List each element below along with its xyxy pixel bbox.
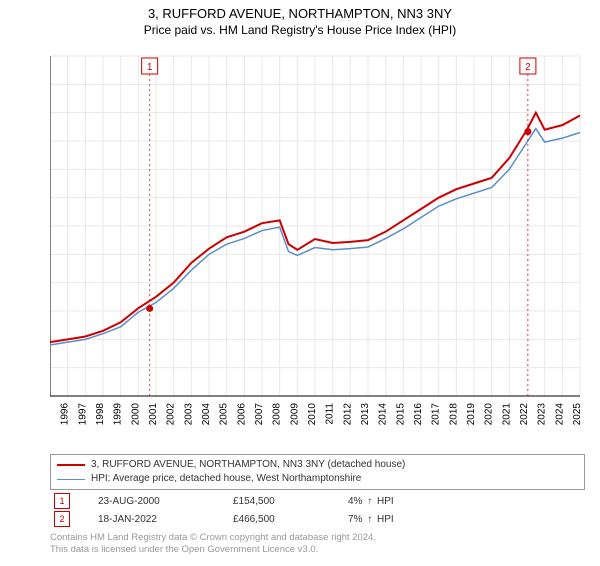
svg-text:2003: 2003 [183, 403, 194, 426]
svg-text:1999: 1999 [113, 403, 124, 426]
chart-container: 3, RUFFORD AVENUE, NORTHAMPTON, NN3 3NY … [0, 6, 600, 566]
svg-text:2002: 2002 [166, 403, 177, 426]
svg-text:2017: 2017 [431, 403, 442, 426]
svg-text:2010: 2010 [307, 403, 318, 426]
legend-label: 3, RUFFORD AVENUE, NORTHAMPTON, NN3 3NY … [91, 458, 405, 472]
chart-plot-area: £0£50K£100K£150K£200K£250K£300K£350K£400… [50, 51, 585, 426]
table-row: 2 18-JAN-2022 £466,500 7% ↑ HPI [50, 510, 585, 528]
chart-svg: £0£50K£100K£150K£200K£250K£300K£350K£400… [50, 51, 585, 426]
hpi-label: HPI [377, 496, 394, 507]
sale-hpi-delta: 4% ↑ HPI [348, 496, 585, 507]
sale-date: 23-AUG-2000 [98, 496, 233, 507]
legend-item: 3, RUFFORD AVENUE, NORTHAMPTON, NN3 3NY … [57, 458, 578, 472]
svg-text:2005: 2005 [219, 403, 230, 426]
svg-text:2014: 2014 [378, 403, 389, 426]
svg-text:2009: 2009 [289, 403, 300, 426]
svg-text:2008: 2008 [272, 403, 283, 426]
hpi-pct: 4% [348, 496, 362, 507]
arrow-up-icon: ↑ [367, 514, 372, 525]
svg-text:1995: 1995 [50, 403, 53, 426]
svg-text:1998: 1998 [95, 403, 106, 426]
svg-text:2: 2 [525, 62, 531, 73]
footer: Contains HM Land Registry data © Crown c… [50, 532, 585, 557]
svg-text:2023: 2023 [537, 403, 548, 426]
svg-text:2016: 2016 [413, 403, 424, 426]
legend-label: HPI: Average price, detached house, West… [91, 472, 361, 486]
footer-line: This data is licensed under the Open Gov… [50, 544, 585, 556]
sale-price: £466,500 [233, 514, 348, 525]
hpi-label: HPI [377, 514, 394, 525]
sales-table: 1 23-AUG-2000 £154,500 4% ↑ HPI 2 18-JAN… [50, 492, 585, 528]
svg-text:2020: 2020 [484, 403, 495, 426]
svg-text:2000: 2000 [130, 403, 141, 426]
svg-text:2025: 2025 [572, 403, 583, 426]
arrow-up-icon: ↑ [367, 496, 372, 507]
hpi-pct: 7% [348, 514, 362, 525]
sale-marker-box: 2 [54, 511, 70, 527]
svg-text:2012: 2012 [342, 403, 353, 426]
svg-text:2022: 2022 [519, 403, 530, 426]
legend-item: HPI: Average price, detached house, West… [57, 472, 578, 486]
svg-text:1997: 1997 [77, 403, 88, 426]
chart-title: 3, RUFFORD AVENUE, NORTHAMPTON, NN3 3NY [0, 6, 600, 21]
table-row: 1 23-AUG-2000 £154,500 4% ↑ HPI [50, 492, 585, 510]
svg-text:2004: 2004 [201, 403, 212, 426]
svg-text:2007: 2007 [254, 403, 265, 426]
svg-text:2013: 2013 [360, 403, 371, 426]
sale-price: £154,500 [233, 496, 348, 507]
svg-text:2019: 2019 [466, 403, 477, 426]
legend-swatch [57, 479, 85, 480]
sale-date: 18-JAN-2022 [98, 514, 233, 525]
svg-text:2024: 2024 [554, 403, 565, 426]
svg-text:1: 1 [147, 62, 153, 73]
svg-text:2011: 2011 [325, 403, 336, 425]
footer-line: Contains HM Land Registry data © Crown c… [50, 532, 585, 544]
chart-subtitle: Price paid vs. HM Land Registry's House … [0, 23, 600, 37]
svg-text:2018: 2018 [448, 403, 459, 426]
svg-text:2021: 2021 [501, 403, 512, 426]
svg-text:2015: 2015 [395, 403, 406, 426]
legend: 3, RUFFORD AVENUE, NORTHAMPTON, NN3 3NY … [50, 454, 585, 490]
sale-hpi-delta: 7% ↑ HPI [348, 514, 585, 525]
legend-swatch [57, 464, 85, 466]
svg-text:2001: 2001 [148, 403, 159, 426]
sale-marker-box: 1 [54, 493, 70, 509]
svg-text:1996: 1996 [60, 403, 71, 426]
svg-text:2006: 2006 [236, 403, 247, 426]
